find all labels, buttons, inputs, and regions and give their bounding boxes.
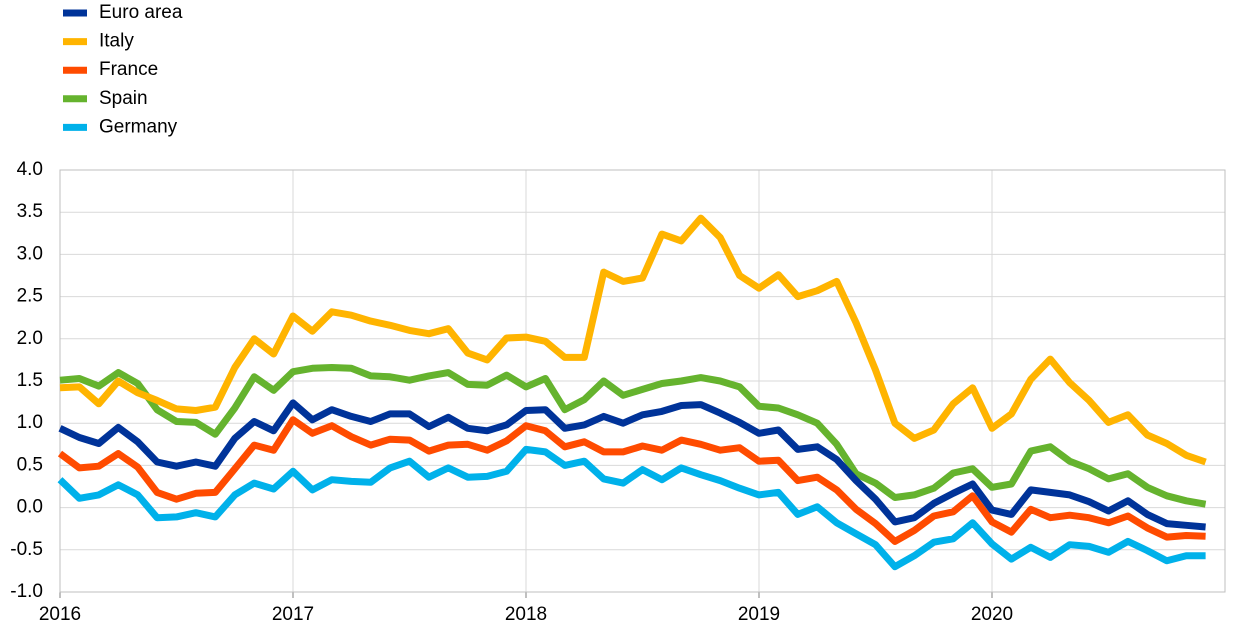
y-tick-label: 1.5 <box>17 370 43 391</box>
legend-label: Spain <box>99 88 148 109</box>
legend-label: France <box>99 59 158 80</box>
series-line <box>59 364 1207 508</box>
y-tick-label: 2.5 <box>17 286 43 307</box>
y-tick-label: -0.5 <box>10 539 43 560</box>
y-tick-label: 3.0 <box>17 243 43 264</box>
x-tick-label: 2017 <box>272 604 314 625</box>
y-tick-label: 0.0 <box>17 497 43 518</box>
legend-label: Italy <box>99 31 134 52</box>
y-tick-label: -1.0 <box>10 581 43 602</box>
series-line <box>59 214 1207 466</box>
series-line <box>58 399 1206 531</box>
series-line <box>57 416 1206 545</box>
y-tick-label: 0.5 <box>17 454 43 475</box>
series-line <box>57 445 1206 571</box>
plot-frame <box>59 169 1226 593</box>
x-tick-label: 2020 <box>971 604 1013 625</box>
legend-label: Euro area <box>99 2 183 23</box>
legend-label: Germany <box>99 116 178 137</box>
y-tick-label: 1.0 <box>17 412 43 433</box>
x-tick-label: 2019 <box>738 604 780 625</box>
y-tick-label: 3.5 <box>17 201 43 222</box>
y-tick-label: 4.0 <box>17 159 43 180</box>
y-tick-label: 2.0 <box>17 328 43 349</box>
x-tick-label: 2018 <box>505 604 547 625</box>
x-tick-label: 2016 <box>39 604 81 625</box>
